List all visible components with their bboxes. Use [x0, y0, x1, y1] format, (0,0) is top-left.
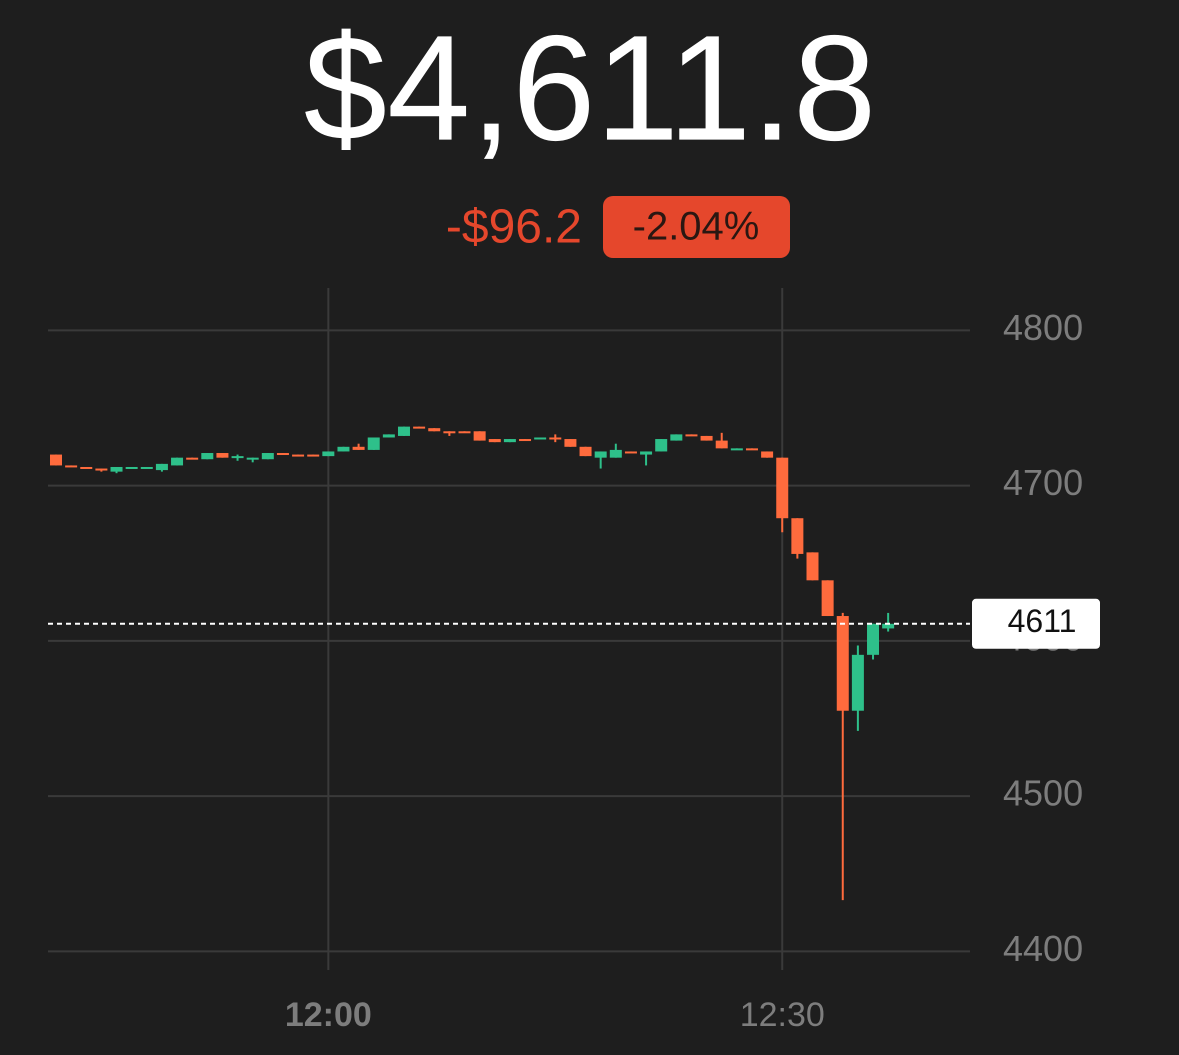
change-percent: -2.04%	[633, 205, 760, 249]
candle-body	[882, 623, 895, 629]
candle-body	[730, 448, 743, 451]
x-tick-label: 12:00	[285, 996, 372, 1034]
candle-body	[65, 465, 78, 468]
candle-body	[851, 654, 864, 711]
candle-body	[473, 431, 486, 441]
candle-body	[609, 449, 622, 458]
candle-body	[534, 437, 547, 440]
candle-body	[307, 454, 320, 457]
last-price-label: 4611	[1008, 603, 1077, 639]
candle-body	[80, 466, 93, 469]
candle-body	[246, 457, 259, 460]
candle-body	[261, 453, 274, 460]
candle-body	[700, 435, 713, 441]
candle-body	[352, 446, 365, 450]
candle-body	[715, 440, 728, 449]
change-badge	[603, 196, 790, 258]
y-tick-label: 4700	[1003, 462, 1083, 503]
candle-body	[458, 431, 471, 434]
candle-body	[488, 439, 501, 443]
candle-body	[821, 580, 834, 617]
candle-body	[761, 451, 774, 458]
price: $4,611.8	[304, 4, 877, 172]
candle-body	[216, 453, 229, 458]
candle-body	[624, 451, 637, 454]
candle-body	[836, 616, 849, 711]
candle-body	[579, 446, 592, 457]
candle-body	[276, 453, 289, 456]
candle-body	[640, 451, 653, 455]
candle-body	[231, 456, 244, 459]
candle-body	[125, 466, 138, 469]
candle-body	[186, 457, 199, 460]
y-tick-label: 4500	[1003, 773, 1083, 814]
candle-body	[564, 439, 577, 447]
candle-body	[201, 453, 214, 460]
x-tick-label: 12:30	[740, 996, 825, 1034]
candle-body	[594, 451, 607, 458]
change: -$96.2	[446, 201, 582, 254]
candle-body	[95, 468, 108, 471]
candle-body	[670, 434, 683, 441]
candle-body	[322, 451, 335, 457]
candle-body	[50, 454, 62, 466]
candle-body	[745, 448, 758, 451]
candle-body	[776, 457, 789, 519]
candle-body	[337, 446, 350, 452]
candle-body	[292, 454, 305, 457]
candle-body	[110, 466, 123, 472]
candle-body	[503, 439, 516, 443]
y-tick-label: 4800	[1003, 307, 1083, 348]
candle-body	[413, 426, 426, 429]
candle-body	[140, 466, 153, 469]
candle-body	[867, 623, 880, 655]
candle-body	[382, 434, 395, 438]
y-tick-label: 4400	[1003, 928, 1083, 969]
candle-body	[397, 426, 410, 436]
candle-body	[806, 552, 819, 581]
candle-body	[443, 431, 456, 434]
candle-body	[655, 439, 668, 452]
candle-body	[171, 457, 184, 466]
candle-body	[155, 463, 168, 471]
last-price-box	[972, 598, 1100, 649]
candle-body	[367, 437, 380, 450]
candle-body	[685, 434, 698, 437]
candle-body	[428, 428, 441, 432]
candle-body	[549, 437, 562, 440]
candle-body	[519, 439, 532, 442]
candle-body	[791, 518, 804, 554]
